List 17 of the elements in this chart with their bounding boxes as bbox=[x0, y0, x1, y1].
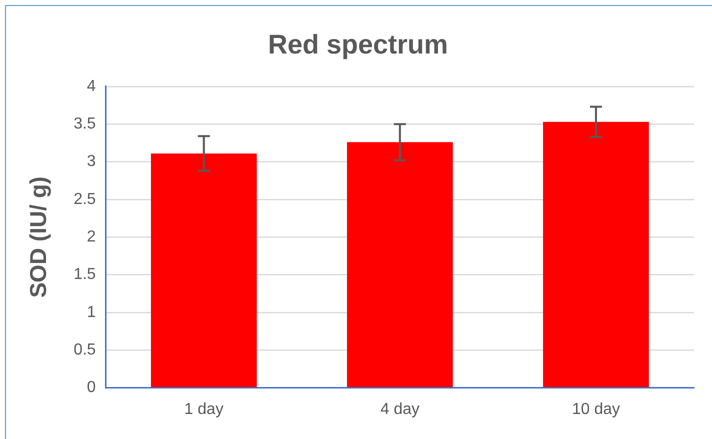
y-tick-label: 3.5 bbox=[74, 115, 96, 132]
y-axis-title: SOD (IU/ g) bbox=[25, 176, 52, 298]
y-tick-label: 2.5 bbox=[74, 190, 96, 208]
y-tick-label: 0.5 bbox=[74, 342, 96, 359]
bar bbox=[346, 142, 453, 388]
x-tick-label: 1 day bbox=[184, 400, 224, 418]
y-tick-label: 0 bbox=[86, 379, 96, 396]
y-tick-label: 1.5 bbox=[74, 266, 96, 284]
y-tick-label: 4 bbox=[86, 78, 96, 95]
y-tick-label: 1 bbox=[86, 304, 96, 321]
bar bbox=[150, 153, 257, 388]
bar bbox=[543, 122, 649, 388]
y-tick-label: 3 bbox=[86, 153, 96, 170]
y-tick-label: 2 bbox=[86, 228, 96, 246]
chart-title: Red spectrum bbox=[268, 30, 448, 60]
x-tick-label: 4 day bbox=[380, 400, 420, 418]
x-tick-label: 10 day bbox=[572, 400, 620, 418]
